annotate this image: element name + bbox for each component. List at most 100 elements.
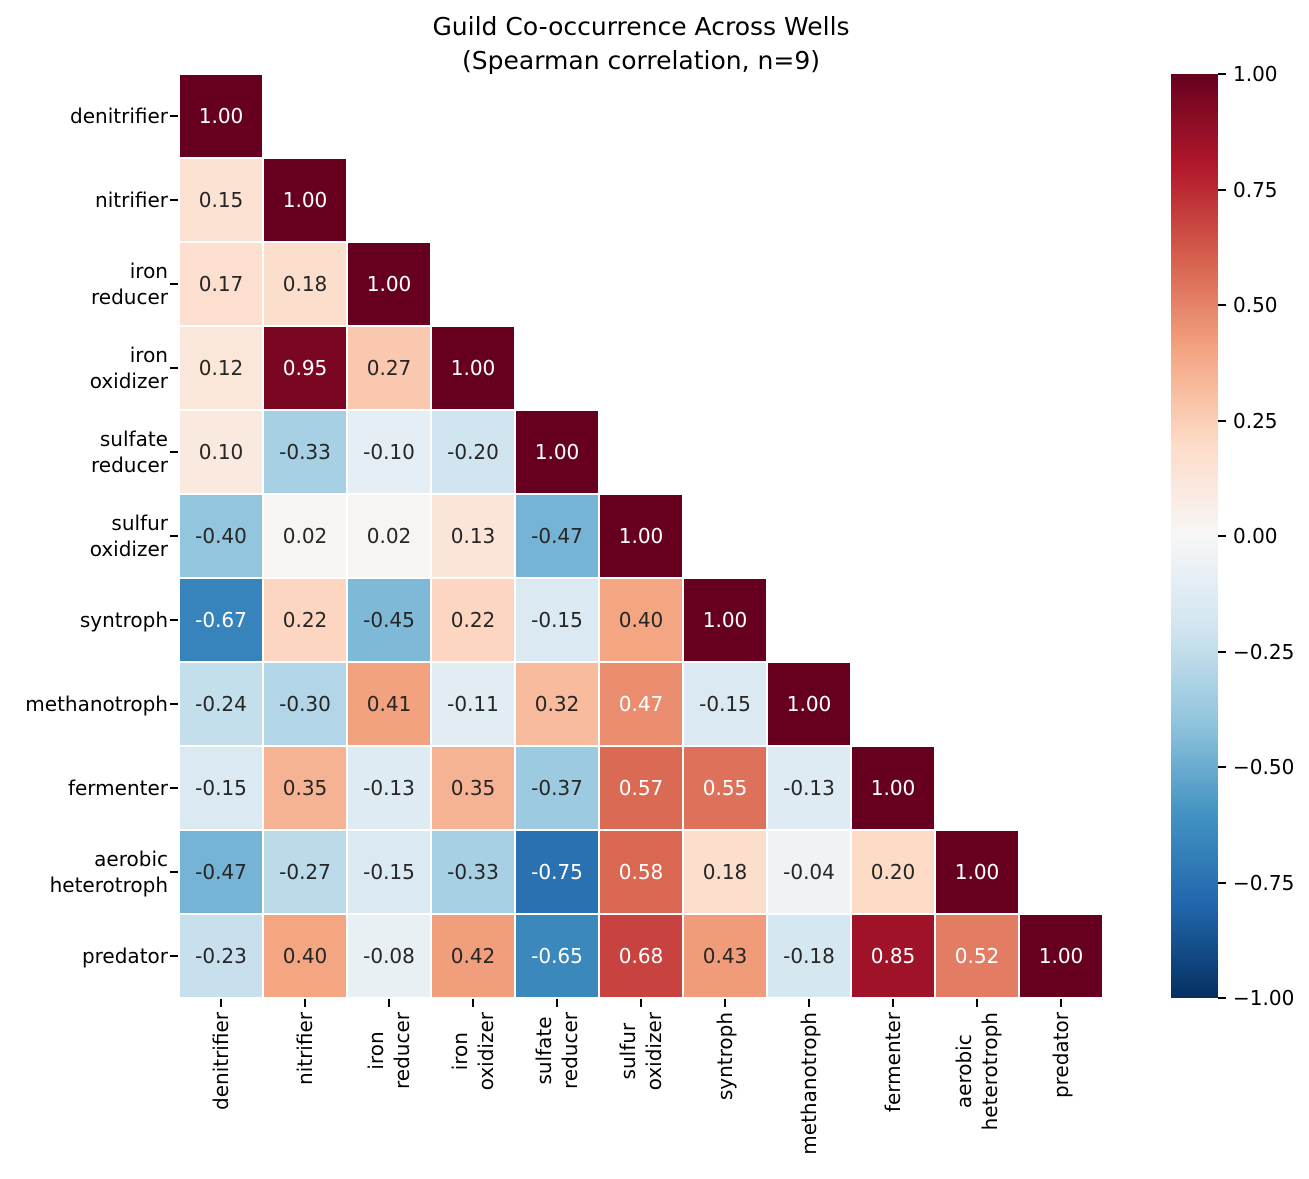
cell-value: -0.13 <box>363 776 415 800</box>
heatmap-cell: 0.43 <box>683 914 767 998</box>
heatmap-cell: -0.15 <box>179 746 263 830</box>
heatmap-cell: -0.47 <box>515 494 599 578</box>
x-tick-mark <box>640 999 642 1007</box>
heatmap-cell: 1.00 <box>599 494 683 578</box>
y-tick-label: nitrifier <box>95 188 168 212</box>
cell-value: 1.00 <box>870 776 916 800</box>
cell-value: 1.00 <box>366 272 412 296</box>
heatmap-cell: 1.00 <box>347 242 431 326</box>
x-tick-label: sulfate reducer <box>532 1012 582 1089</box>
x-tick-mark <box>1060 999 1062 1007</box>
cell-value: -0.11 <box>447 692 499 716</box>
heatmap-cell: 1.00 <box>179 74 263 158</box>
heatmap-cell: 1.00 <box>935 830 1019 914</box>
y-tick-label: sulfur oxidizer <box>89 511 168 561</box>
x-tick-mark <box>892 999 894 1007</box>
cell-value: -0.67 <box>195 608 247 632</box>
cell-value: 1.00 <box>786 692 832 716</box>
cell-value: -0.13 <box>783 776 835 800</box>
heatmap-cell: -0.13 <box>347 746 431 830</box>
x-tick-mark <box>220 999 222 1007</box>
heatmap-cell: 0.27 <box>347 326 431 410</box>
cell-value: -0.10 <box>363 440 415 464</box>
heatmap-cell: -0.27 <box>263 830 347 914</box>
y-tick-label: iron oxidizer <box>89 343 168 393</box>
y-tick-label: fermenter <box>67 776 168 800</box>
colorbar-tick-mark <box>1218 73 1226 75</box>
y-tick-mark <box>170 199 178 201</box>
cell-value: 0.35 <box>450 776 496 800</box>
cell-value: 0.20 <box>870 860 916 884</box>
heatmap-cell: -0.11 <box>431 662 515 746</box>
cell-value: 0.58 <box>618 860 664 884</box>
heatmap-cell: -0.33 <box>263 410 347 494</box>
y-tick-mark <box>170 115 178 117</box>
heatmap-cell: -0.37 <box>515 746 599 830</box>
cell-value: -0.45 <box>363 608 415 632</box>
cell-value: 0.13 <box>450 524 496 548</box>
heatmap-cell: 0.17 <box>179 242 263 326</box>
heatmap-cell: 0.58 <box>599 830 683 914</box>
x-tick-mark <box>724 999 726 1007</box>
cell-value: 0.02 <box>282 524 328 548</box>
heatmap-cell: -0.67 <box>179 578 263 662</box>
cell-value: 0.10 <box>198 440 244 464</box>
colorbar-tick-label: 0.50 <box>1233 293 1278 317</box>
heatmap-cell: 1.00 <box>431 326 515 410</box>
chart-title-line1: Guild Co-occurrence Across Wells <box>432 12 850 41</box>
colorbar-tick-mark <box>1218 419 1226 422</box>
cell-value: -0.20 <box>447 440 499 464</box>
heatmap-cell: -0.40 <box>179 494 263 578</box>
heatmap-cell: -0.33 <box>431 830 515 914</box>
x-tick-mark <box>976 999 978 1007</box>
cell-value: 0.32 <box>534 692 580 716</box>
heatmap-cell: -0.15 <box>347 830 431 914</box>
heatmap-cell: -0.23 <box>179 914 263 998</box>
x-tick-label: syntroph <box>713 1012 737 1101</box>
colorbar-tick-label: 0.25 <box>1233 408 1278 433</box>
colorbar-tick-label: −1.00 <box>1233 986 1295 1010</box>
cell-value: -0.47 <box>531 524 583 548</box>
colorbar-tick-mark <box>1218 766 1226 768</box>
cell-value: 1.00 <box>702 608 748 632</box>
cell-value: -0.27 <box>279 860 331 884</box>
colorbar <box>1171 74 1218 998</box>
cell-value: -0.47 <box>195 860 247 884</box>
heatmap-cell: 0.22 <box>263 578 347 662</box>
cell-value: 0.27 <box>366 356 412 380</box>
colorbar-tick-label: −0.50 <box>1233 755 1295 779</box>
cell-value: -0.40 <box>195 524 247 548</box>
heatmap-cell: 0.18 <box>683 830 767 914</box>
y-tick-mark <box>170 367 178 369</box>
cell-value: 1.00 <box>282 188 328 212</box>
y-tick-label: syntroph <box>79 608 168 632</box>
heatmap-cell: 0.35 <box>431 746 515 830</box>
cell-value: -0.15 <box>195 776 247 800</box>
cell-value: -0.24 <box>195 692 247 716</box>
cell-value: 1.00 <box>198 104 244 128</box>
cell-value: 0.22 <box>450 608 496 632</box>
heatmap-cell: 0.52 <box>935 914 1019 998</box>
cell-value: -0.04 <box>783 860 835 884</box>
colorbar-tick-label: 1.00 <box>1233 62 1278 86</box>
colorbar-tick-mark <box>1218 188 1226 191</box>
cell-value: 0.18 <box>282 272 328 296</box>
heatmap-cell: 0.20 <box>851 830 935 914</box>
heatmap-cell: 0.95 <box>263 326 347 410</box>
y-tick-label: denitrifier <box>70 104 168 128</box>
heatmap-cell: 0.57 <box>599 746 683 830</box>
x-tick-mark <box>808 999 810 1007</box>
heatmap-cell: 1.00 <box>515 410 599 494</box>
x-tick-label: aerobic heterotroph <box>952 1012 1002 1131</box>
x-tick-label: fermenter <box>881 1012 905 1113</box>
x-tick-label: denitrifier <box>209 1012 233 1110</box>
heatmap-cell: 0.47 <box>599 662 683 746</box>
cell-value: -0.23 <box>195 944 247 968</box>
colorbar-tick-mark <box>1218 650 1226 653</box>
heatmap-cell: -0.47 <box>179 830 263 914</box>
colorbar-tick-label: −0.25 <box>1233 639 1295 664</box>
heatmap-cell: 0.22 <box>431 578 515 662</box>
x-tick-label: nitrifier <box>293 1012 317 1085</box>
y-tick-mark <box>170 955 178 957</box>
